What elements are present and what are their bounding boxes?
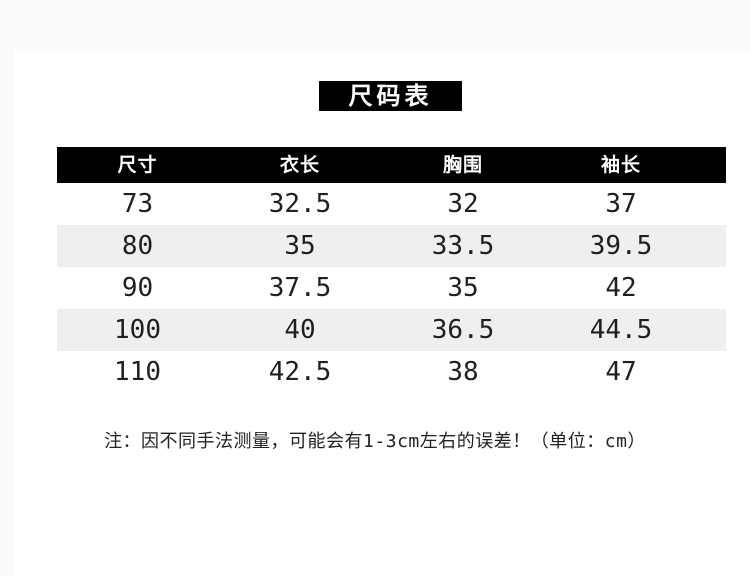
- table-header-row: 尺寸 衣长 胸围 袖长: [57, 147, 726, 183]
- table-cell: 37.5: [268, 273, 332, 303]
- table-cell: 38: [447, 357, 479, 387]
- table-cell: 100: [57, 309, 218, 351]
- column-header-size: 尺寸: [57, 147, 218, 183]
- table-cell: 110: [114, 357, 161, 387]
- table-cell: 36.5: [382, 309, 544, 351]
- table-cell: 42: [605, 273, 637, 303]
- table-row: 73 32.5 32 37: [57, 183, 726, 225]
- page-title: 尺码表: [319, 81, 462, 111]
- table-cell: 42.5: [268, 357, 332, 387]
- table-cell: 32.5: [268, 189, 332, 219]
- table-cell: 33.5: [382, 225, 544, 267]
- table-cell: 80: [57, 225, 218, 267]
- table-row: 80 35 33.5 39.5: [57, 225, 726, 267]
- size-table: 尺寸 衣长 胸围 袖长 73 32.5 32 37 80 35 33.5 39.…: [57, 147, 726, 393]
- table-cell: 37: [605, 189, 637, 219]
- table-row: 110 42.5 38 47: [57, 351, 726, 393]
- table-cell: 73: [121, 189, 154, 219]
- column-header-chest: 胸围: [382, 147, 544, 183]
- table-cell: 39.5: [544, 225, 726, 267]
- table-row: 100 40 36.5 44.5: [57, 309, 726, 351]
- table-cell: 90: [121, 273, 154, 303]
- table-cell: 40: [218, 309, 382, 351]
- table-cell: 47: [605, 357, 637, 387]
- table-cell: 35: [447, 273, 479, 303]
- column-header-length: 衣长: [218, 147, 382, 183]
- table-row: 90 37.5 35 42: [57, 267, 726, 309]
- table-cell: 32: [447, 189, 479, 219]
- table-cell: 44.5: [544, 309, 726, 351]
- table-cell: 35: [218, 225, 382, 267]
- column-header-sleeve: 袖长: [544, 147, 726, 183]
- measurement-note: 注：因不同手法测量，可能会有1-3cm左右的误差！（单位：cm）: [104, 431, 646, 452]
